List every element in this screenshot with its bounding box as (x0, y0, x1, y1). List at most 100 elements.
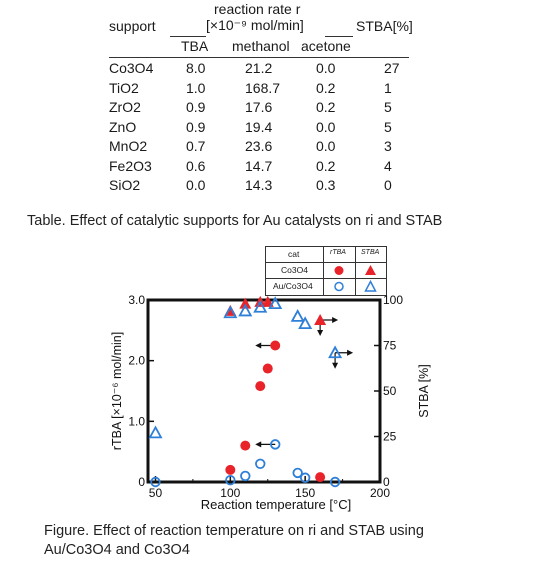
data-point-au-rtba (240, 470, 251, 482)
data-point-au-rtba (299, 472, 311, 483)
data-point-au-stba (223, 305, 238, 319)
legend-header-stba: STBA (361, 249, 380, 256)
table-cell-stba: 3 (384, 138, 392, 154)
table-cell-methanol: 23.6 (245, 138, 273, 154)
figure-caption-line1: Figure. Effect of reaction temperature o… (44, 523, 424, 539)
table-cell-acetone: 0.3 (316, 177, 336, 193)
table-cell-stba: 1 (384, 79, 392, 96)
table-cell-support: ZrO2 (109, 99, 141, 115)
table-cell-support: Co3O4 (109, 60, 154, 76)
annotation-arrowhead (255, 441, 262, 448)
data-point-au-stba (148, 425, 163, 439)
data-point-co3o4-stba (224, 304, 237, 316)
table-cell-tba: 0.7 (186, 138, 206, 154)
data-point-co3o4-rtba (255, 381, 266, 392)
table-cell-stba: 0 (384, 177, 392, 193)
figure-legend: cat rTBA STBA Co3O4 Au/Co3O4 (265, 246, 387, 296)
table-cell-methanol: 14.7 (245, 157, 273, 174)
y-tick-label: 0 (138, 475, 145, 489)
legend-cat-au-co3o4: Au/Co3O4 (273, 281, 313, 291)
data-point-co3o4-stba (239, 297, 252, 309)
header-support: support (109, 18, 156, 34)
col-header-acetone: acetone (301, 38, 351, 54)
table-cell-tba: 0.6 (186, 157, 206, 174)
table-cell-support: TiO2 (109, 79, 139, 96)
data-point-co3o4-rtba (262, 363, 273, 374)
table-cell-methanol: 17.6 (245, 99, 273, 115)
header-rule-right (325, 36, 353, 37)
table-cell-methanol: 21.2 (245, 60, 273, 76)
data-point-au-rtba (255, 458, 266, 470)
y-tick-label: 3.0 (128, 293, 145, 307)
data-point-co3o4-stba (254, 295, 267, 307)
x-axis-label: Reaction temperature [°C] (201, 497, 351, 512)
legend-marker-au-rtba (334, 281, 344, 292)
x-tick-label: 200 (370, 486, 390, 500)
table-cell-methanol: 19.4 (245, 118, 273, 135)
y2-tick-label: 0 (383, 475, 390, 489)
table-rule (109, 57, 409, 58)
data-point-co3o4-stba (261, 295, 274, 307)
table-cell-tba: 1.0 (186, 79, 206, 96)
data-point-au-stba (290, 309, 305, 322)
table-cell-acetone: 0.2 (316, 99, 336, 115)
annotation-arrowhead-down (317, 330, 324, 337)
data-point-au-stba (253, 299, 268, 313)
annotation-arrowhead (332, 317, 339, 324)
table-cell-stba: 5 (384, 99, 392, 115)
table-cell-tba: 0.9 (186, 99, 206, 115)
y2-tick-label: 25 (383, 430, 397, 444)
header-reaction-rate: reaction rate r (214, 1, 301, 17)
table-cell-stba: 27 (384, 60, 400, 76)
data-point-co3o4-stba (314, 314, 327, 326)
header-unit: [×10⁻⁹ mol/min] (206, 17, 304, 33)
data-point-au-rtba (329, 476, 341, 488)
plot-frame (146, 298, 382, 484)
table-cell-stba: 4 (384, 157, 392, 174)
data-point-co3o4-rtba (315, 472, 326, 483)
header-rule-left (170, 36, 206, 37)
y2-axis-label: STBA [%] (417, 364, 431, 418)
x-tick-label: 50 (149, 486, 163, 500)
y-tick-label: 2.0 (128, 354, 145, 368)
col-header-tba: TBA (181, 38, 209, 54)
y2-tick-label: 75 (383, 339, 397, 353)
table-cell-acetone: 0.0 (316, 138, 336, 154)
data-point-au-stba (238, 303, 253, 317)
table-cell-tba: 0.9 (186, 118, 206, 135)
col-header-methanol: methanol (232, 38, 290, 54)
data-point-au-rtba (270, 439, 281, 450)
table-cell-tba: 0.0 (186, 177, 206, 193)
data-point-co3o4-rtba (240, 440, 251, 451)
table-cell-support: ZnO (109, 118, 137, 135)
table-cell-support: SiO2 (109, 177, 141, 193)
legend-markers (334, 265, 377, 292)
table-cell-stba: 5 (384, 118, 392, 135)
table-cell-support: Fe2O3 (109, 157, 152, 174)
table-cell-tba: 8.0 (186, 60, 206, 76)
table-cell-methanol: 168.7 (245, 79, 281, 96)
y-axis-label: rTBA [×10⁻⁶ mol/min] (110, 332, 124, 450)
data-point-au-stba (328, 345, 343, 359)
data-point-co3o4-rtba (225, 464, 236, 475)
data-point-co3o4-rtba (270, 340, 281, 351)
y-tick-label: 1.0 (128, 414, 145, 428)
table-cell-acetone: 0.2 (316, 157, 336, 174)
x-tick-label: 100 (220, 486, 240, 500)
legend-header-cat: cat (288, 249, 300, 259)
table-cell-support: MnO2 (109, 138, 148, 154)
data-point-au-rtba (292, 467, 303, 479)
table-cell-methanol: 14.3 (245, 177, 273, 193)
legend-cat-co3o4: Co3O4 (281, 265, 308, 275)
legend-header-rtba: rTBA (330, 249, 346, 256)
legend-marker-co3o4-rtba (334, 266, 344, 275)
data-point-au-rtba (225, 474, 236, 486)
y2-tick-label: 50 (383, 384, 397, 398)
x-tick-label: 150 (295, 486, 315, 500)
table-cell-acetone: 0.0 (316, 60, 336, 76)
table-cell-acetone: 0.0 (316, 118, 336, 135)
data-point-au-stba (298, 316, 313, 330)
header-stba: STBA[%] (356, 18, 413, 34)
figure-caption-line2: Au/Co3O4 and Co3O4 (44, 542, 190, 558)
legend-marker-co3o4-stba (365, 265, 376, 275)
